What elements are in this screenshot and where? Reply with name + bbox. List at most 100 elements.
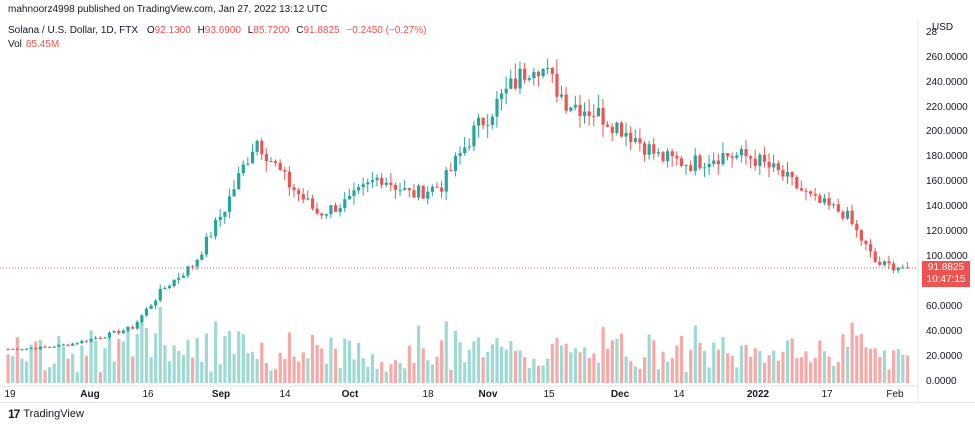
- candle-body: [799, 188, 804, 191]
- candle-body: [550, 67, 554, 74]
- volume-bar: [804, 351, 808, 383]
- time-tick-label: 18: [422, 389, 434, 400]
- volume-bar: [624, 356, 628, 383]
- volume-bar: [80, 345, 84, 383]
- volume-bar: [237, 331, 241, 383]
- volume-bar: [107, 335, 112, 383]
- candle-body: [75, 343, 79, 345]
- change-value: −0.2450 (−0.27%): [346, 25, 427, 36]
- price-tick-label: 120.0000: [926, 226, 968, 237]
- volume-bar: [449, 369, 453, 383]
- candle-body: [509, 78, 513, 89]
- candle-body: [490, 116, 494, 125]
- candle-body: [887, 261, 891, 264]
- low-label: L: [247, 25, 254, 36]
- candle-body: [89, 338, 93, 342]
- tradingview-logo[interactable]: 17 TradingView: [8, 407, 84, 421]
- volume-bar: [426, 360, 430, 383]
- volume-bar: [661, 351, 665, 383]
- candle-body: [656, 152, 661, 154]
- candle-body: [573, 104, 578, 108]
- candle-body: [343, 199, 347, 209]
- volume-bar: [200, 361, 204, 383]
- candle-body: [513, 78, 518, 89]
- symbol-title[interactable]: Solana / U.S. Dollar, 1D, FTX: [8, 25, 139, 36]
- candle-body: [781, 170, 785, 177]
- candle-body: [762, 154, 767, 162]
- volume-bar: [458, 342, 462, 383]
- candle-body: [813, 193, 817, 196]
- price-chart[interactable]: 260.0000240.0000220.0000200.0000180.0000…: [0, 0, 975, 402]
- candle-body: [260, 140, 264, 155]
- candle-body: [329, 205, 333, 215]
- volume-bar: [901, 354, 905, 383]
- volume-bar: [781, 351, 785, 383]
- volume-bar: [684, 371, 688, 383]
- candle-body: [629, 132, 633, 142]
- volume-bar: [730, 355, 734, 383]
- volume-bar: [112, 361, 116, 383]
- candle-body: [347, 195, 352, 200]
- volume-bar: [615, 338, 619, 383]
- candle-body: [426, 191, 430, 199]
- price-tick-label: 28: [926, 27, 938, 38]
- price-tick-label: 240.0000: [926, 77, 968, 88]
- volume-bar: [421, 348, 425, 383]
- volume-bar: [550, 344, 554, 383]
- volume-bar: [121, 341, 126, 383]
- volume-bar: [481, 357, 485, 383]
- candle-body: [112, 331, 116, 333]
- volume-bar: [767, 355, 771, 383]
- volume-bar: [361, 358, 365, 383]
- candle-body: [712, 160, 716, 164]
- candle-body: [380, 177, 384, 185]
- volume-bar: [726, 353, 730, 383]
- candle-body: [274, 161, 278, 163]
- price-tick-label: 180.0000: [926, 151, 968, 162]
- volume-bar: [223, 335, 227, 383]
- volume-bar: [656, 369, 661, 383]
- candle-body: [753, 158, 757, 166]
- volume-bar: [204, 333, 209, 383]
- candle-body: [587, 111, 591, 117]
- candle-body: [20, 349, 24, 351]
- candle-body: [412, 190, 416, 198]
- candle-body: [430, 186, 435, 192]
- candle-body: [527, 78, 531, 80]
- volume-bar: [416, 325, 421, 383]
- volume-bar: [375, 368, 379, 383]
- volume-bar: [486, 351, 490, 383]
- candle-body: [596, 107, 601, 117]
- time-tick-label: 14: [673, 389, 685, 400]
- volume-bar: [117, 338, 121, 383]
- volume-bar: [195, 337, 199, 383]
- candle-body: [716, 160, 720, 165]
- volume-bar: [11, 355, 15, 383]
- volume-bar: [393, 360, 398, 383]
- candle-body: [440, 187, 444, 192]
- candle-body: [310, 198, 315, 209]
- candle-body: [246, 163, 250, 165]
- volume-bar: [527, 368, 531, 383]
- candle-body: [227, 196, 232, 212]
- volume-bar: [131, 356, 135, 383]
- candle-body: [292, 187, 296, 191]
- candle-body: [721, 153, 725, 165]
- candle-body: [453, 155, 458, 172]
- candle-body: [735, 155, 739, 158]
- volume-bar: [38, 339, 42, 383]
- candle-body: [172, 279, 176, 286]
- volume-bar: [135, 333, 139, 383]
- volume-bar: [712, 342, 716, 383]
- candle-body: [642, 143, 647, 155]
- volume-bar: [735, 367, 739, 383]
- volume-bar: [292, 356, 296, 383]
- candle-body: [541, 68, 545, 76]
- candle-body: [675, 156, 679, 159]
- volume-bar: [905, 355, 910, 383]
- low-value: 85.7200: [253, 25, 290, 36]
- open-label: O: [146, 25, 155, 36]
- candle-body: [845, 210, 850, 219]
- price-tick-label: 200.0000: [926, 126, 968, 137]
- volume-bar: [841, 334, 845, 383]
